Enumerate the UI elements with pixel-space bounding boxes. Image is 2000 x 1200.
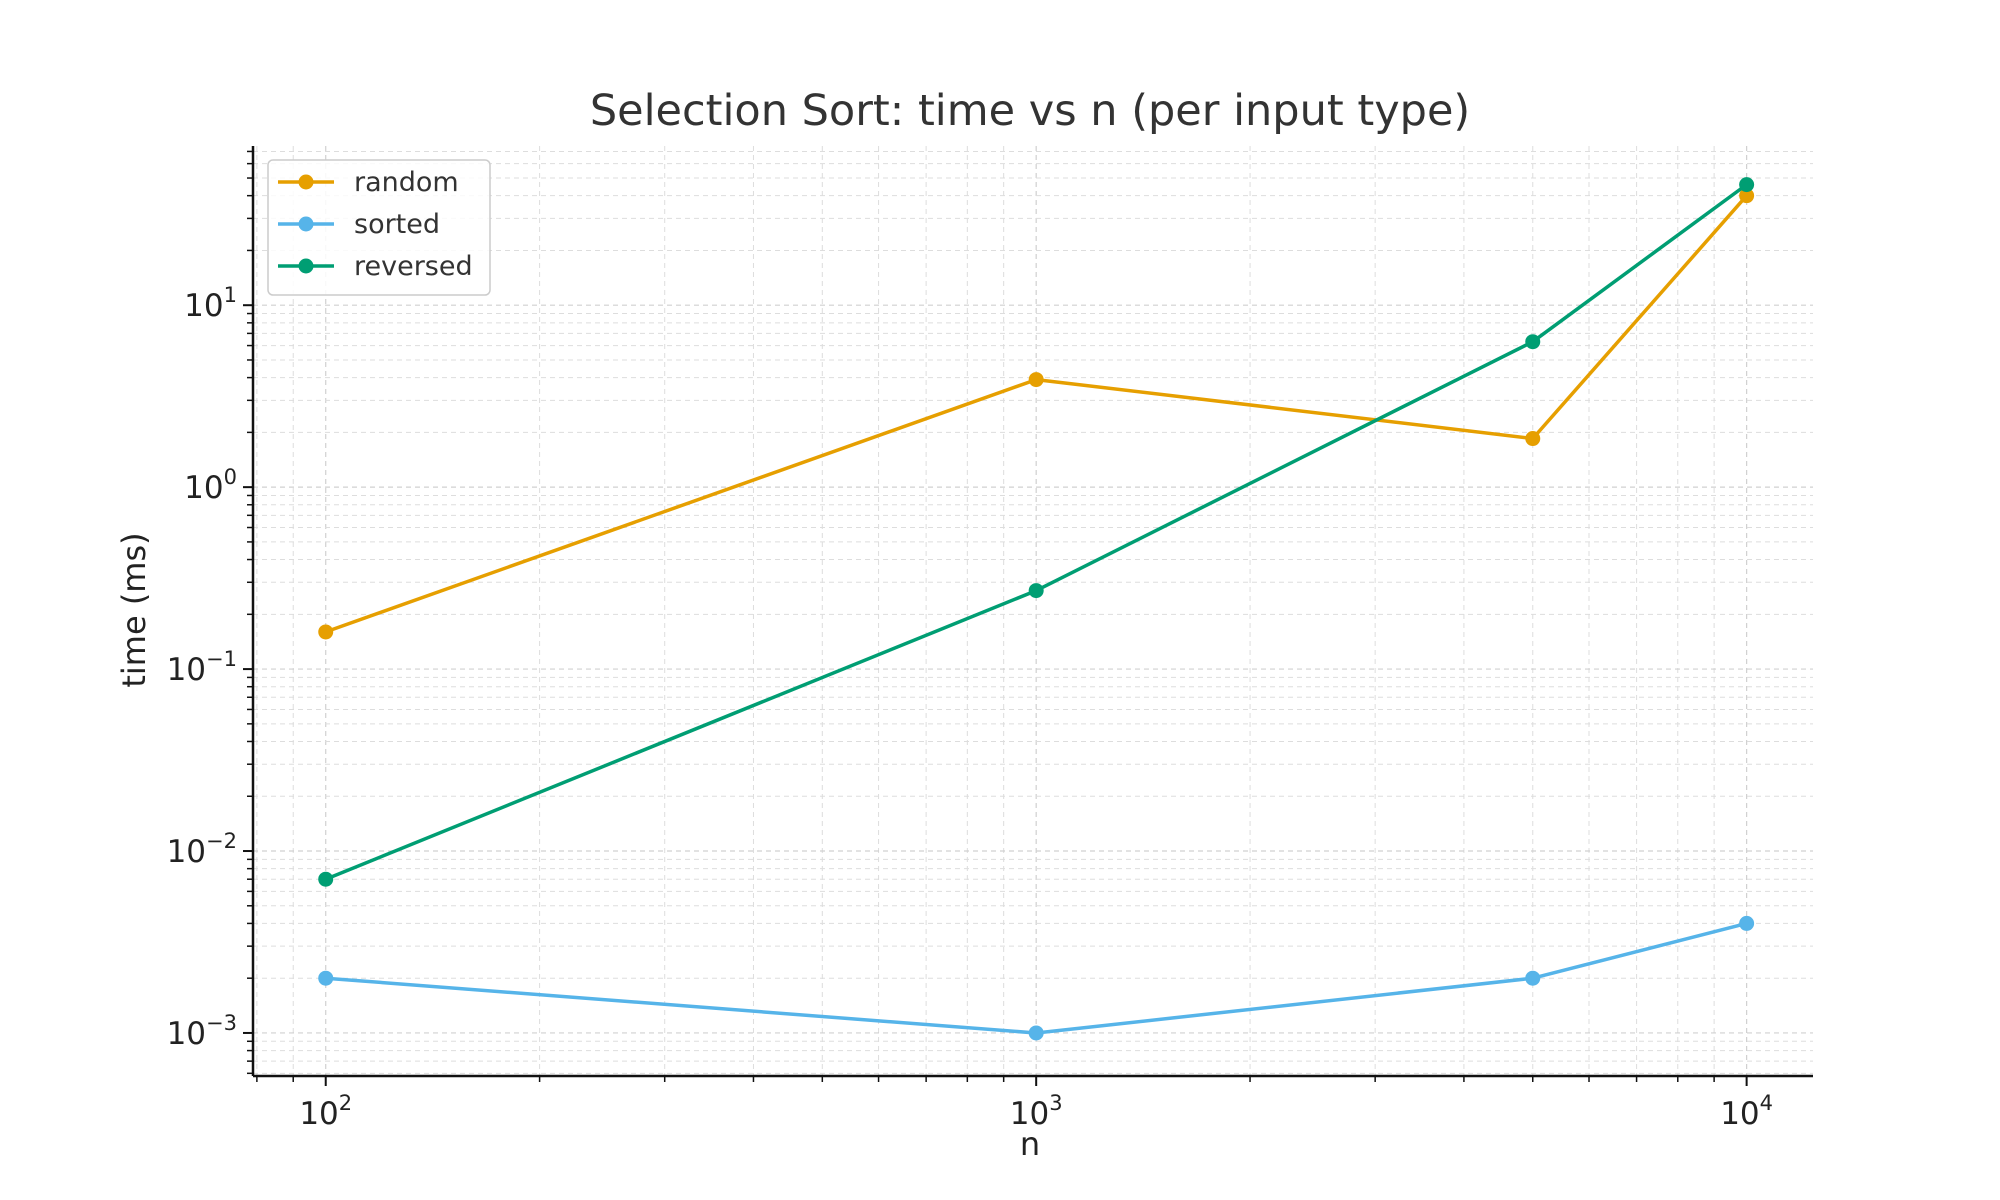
series [318, 177, 1755, 1041]
legend-marker-sorted [298, 216, 314, 232]
series-sorted [318, 915, 1755, 1041]
data-point-reversed [318, 871, 334, 887]
y-axis-label: time (ms) [115, 532, 153, 687]
x-tick-label: 104 [1720, 1091, 1773, 1132]
chart-title: Selection Sort: time vs n (per input typ… [590, 86, 1470, 136]
data-point-random [318, 624, 334, 640]
series-line-sorted [325, 921, 1748, 1035]
legend-box [267, 159, 491, 296]
series-line-reversed [325, 183, 1748, 881]
data-point-sorted [1028, 1025, 1044, 1041]
data-point-sorted [318, 970, 334, 986]
y-tick-label: 10−1 [167, 647, 237, 688]
y-tick-label: 100 [184, 465, 237, 506]
axes: 102 103 104 10−3 10−2 10−1 100 101 [167, 146, 1813, 1132]
y-tick-label: 10−3 [167, 1011, 237, 1052]
legend-label-random: random [354, 167, 459, 198]
grid [253, 146, 1813, 1076]
series-reversed [318, 177, 1755, 887]
data-point-random [1028, 372, 1044, 388]
x-tick-label: 103 [1010, 1091, 1063, 1132]
data-point-reversed [1028, 583, 1044, 599]
data-point-reversed [1739, 177, 1755, 193]
y-tick-label: 101 [184, 283, 237, 324]
x-axis-label: n [1020, 1125, 1040, 1163]
y-tick-label: 10−2 [167, 829, 237, 870]
series-line-random [325, 194, 1748, 634]
legend-label-reversed: reversed [354, 251, 473, 282]
legend: random sorted reversed [267, 159, 491, 296]
series-random [318, 188, 1755, 640]
legend-marker-random [298, 174, 314, 190]
data-point-random [1739, 188, 1755, 204]
data-point-reversed [1525, 334, 1541, 350]
x-tick-label: 102 [299, 1091, 352, 1132]
data-point-sorted [1525, 970, 1541, 986]
legend-marker-reversed [298, 258, 314, 274]
data-point-random [1525, 431, 1541, 447]
data-point-sorted [1739, 915, 1755, 931]
legend-label-sorted: sorted [354, 209, 440, 240]
